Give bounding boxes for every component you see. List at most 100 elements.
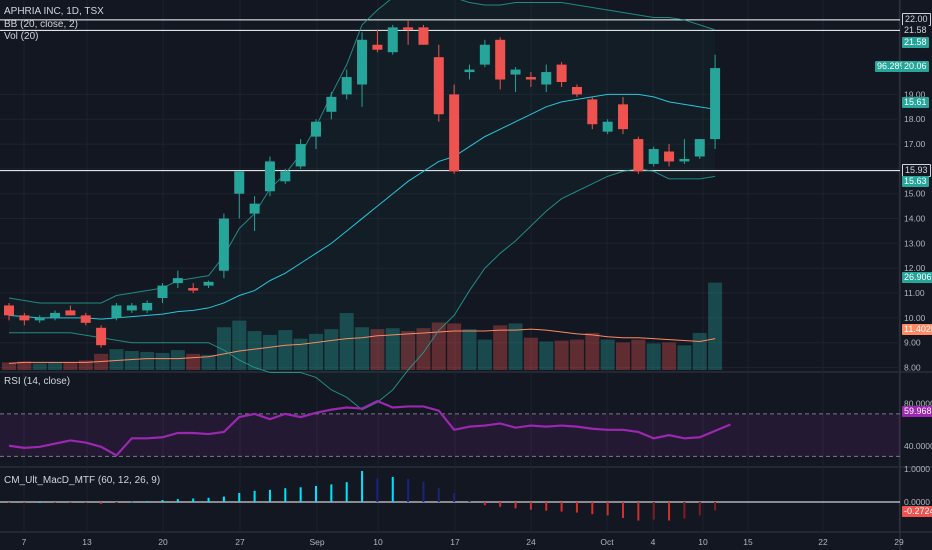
volume-bar: [600, 339, 615, 370]
candle: [495, 37, 506, 90]
candle-body: [172, 278, 183, 284]
candle: [326, 91, 337, 120]
macd-bar: [299, 487, 302, 502]
volume-bar: [616, 342, 630, 370]
candle-body: [188, 288, 199, 291]
candle-body: [372, 44, 383, 50]
volume-bar: [646, 343, 661, 370]
bb-mid-line: [8, 93, 716, 320]
candle: [188, 283, 199, 294]
time-tick-label: 4: [651, 537, 656, 547]
price-tick-label: 9.00: [904, 338, 921, 348]
bb-upper-line: [8, 0, 716, 304]
time-tick-label: 29: [894, 537, 904, 547]
macd-bar: [529, 502, 532, 510]
candle-body: [19, 315, 30, 321]
volume-bar: [170, 350, 185, 370]
candle-body: [280, 171, 291, 182]
candle: [249, 196, 260, 231]
volume-bar: [17, 361, 32, 370]
macd-bar: [315, 486, 317, 502]
candle-body: [80, 315, 91, 323]
volume-bar: [493, 325, 508, 370]
price-tick-label: 14.00: [904, 214, 926, 224]
volume-bar: [201, 354, 216, 370]
time-tick-label: 10: [373, 537, 383, 547]
candle-body: [664, 151, 675, 162]
candle: [157, 283, 168, 303]
volume-bar: [247, 331, 262, 370]
bb-upper-tag: 21.58: [902, 37, 929, 48]
candle: [556, 62, 567, 87]
macd-bar: [130, 501, 133, 503]
candle: [311, 119, 321, 150]
volume-bar: [447, 323, 462, 370]
volume-bar: [370, 329, 385, 370]
candle-body: [556, 64, 567, 82]
macd-bar: [161, 500, 164, 502]
candle: [571, 84, 582, 97]
rsi-tick-label: 40.0000: [904, 441, 932, 451]
candle-body: [433, 57, 444, 115]
candle: [357, 32, 368, 107]
macd-bar: [714, 502, 717, 511]
volume-bar: [416, 328, 431, 370]
candle-body: [126, 305, 137, 311]
volume-bar: [2, 362, 16, 370]
macd-bar: [207, 497, 210, 502]
candle: [710, 54, 721, 150]
macd-bar: [560, 502, 563, 512]
volume-bar: [523, 337, 538, 370]
macd-indicator-label[interactable]: CM_Ult_MacD_MTF (60, 12, 26, 9): [4, 475, 161, 486]
macd-bar: [376, 478, 379, 502]
candle-body: [34, 317, 45, 321]
rsi-value-tag: 59.9683: [902, 406, 932, 417]
volume-bar: [262, 334, 277, 370]
candle: [418, 24, 429, 45]
price-tick-label: 17.00: [904, 139, 926, 149]
time-tick-label: Oct: [600, 537, 614, 547]
last-price-tag: 20.06: [902, 61, 929, 72]
candle: [111, 302, 122, 321]
bb-indicator-label[interactable]: BB (20, close, 2): [4, 19, 78, 30]
macd-bar: [483, 502, 486, 506]
candle-body: [587, 99, 598, 125]
macd-bar: [222, 496, 225, 502]
macd-bar: [69, 502, 72, 503]
volume-bar: [278, 330, 293, 370]
candle: [295, 139, 306, 169]
candle-body: [4, 305, 14, 316]
macd-bar: [253, 490, 256, 502]
symbol-title[interactable]: APHRIA INC, 1D, TSX: [4, 6, 104, 17]
candle-body: [264, 161, 275, 192]
candle: [4, 302, 14, 321]
macd-tick-label: 1.0000: [904, 464, 930, 474]
volume-bar: [63, 362, 78, 370]
macd-bar: [192, 498, 195, 502]
candle: [510, 67, 521, 92]
candle: [65, 305, 76, 316]
macd-bar: [146, 501, 149, 503]
macd-bar: [54, 502, 57, 503]
macd-bar: [468, 500, 471, 502]
volume-bar: [293, 338, 308, 370]
candle-body: [403, 27, 414, 30]
candle: [50, 310, 61, 321]
volume-bar: [692, 332, 707, 370]
bb-lower-line: [9, 168, 716, 411]
volume-bar: [324, 329, 339, 370]
time-tick-label: 13: [82, 537, 92, 547]
macd-bar: [453, 493, 456, 502]
macd-bar: [545, 502, 548, 511]
macd-bar: [38, 502, 41, 503]
volume-indicator-label[interactable]: Vol (20): [4, 31, 39, 42]
macd-bar: [606, 502, 609, 516]
candle-body: [96, 327, 107, 346]
rsi-indicator-label[interactable]: RSI (14, close): [4, 376, 71, 387]
bb-mid-tag: 15.61: [902, 97, 929, 108]
candle: [341, 69, 352, 100]
volume-bar: [186, 353, 201, 370]
macd-bar: [84, 502, 87, 503]
macd-bar: [698, 502, 701, 516]
